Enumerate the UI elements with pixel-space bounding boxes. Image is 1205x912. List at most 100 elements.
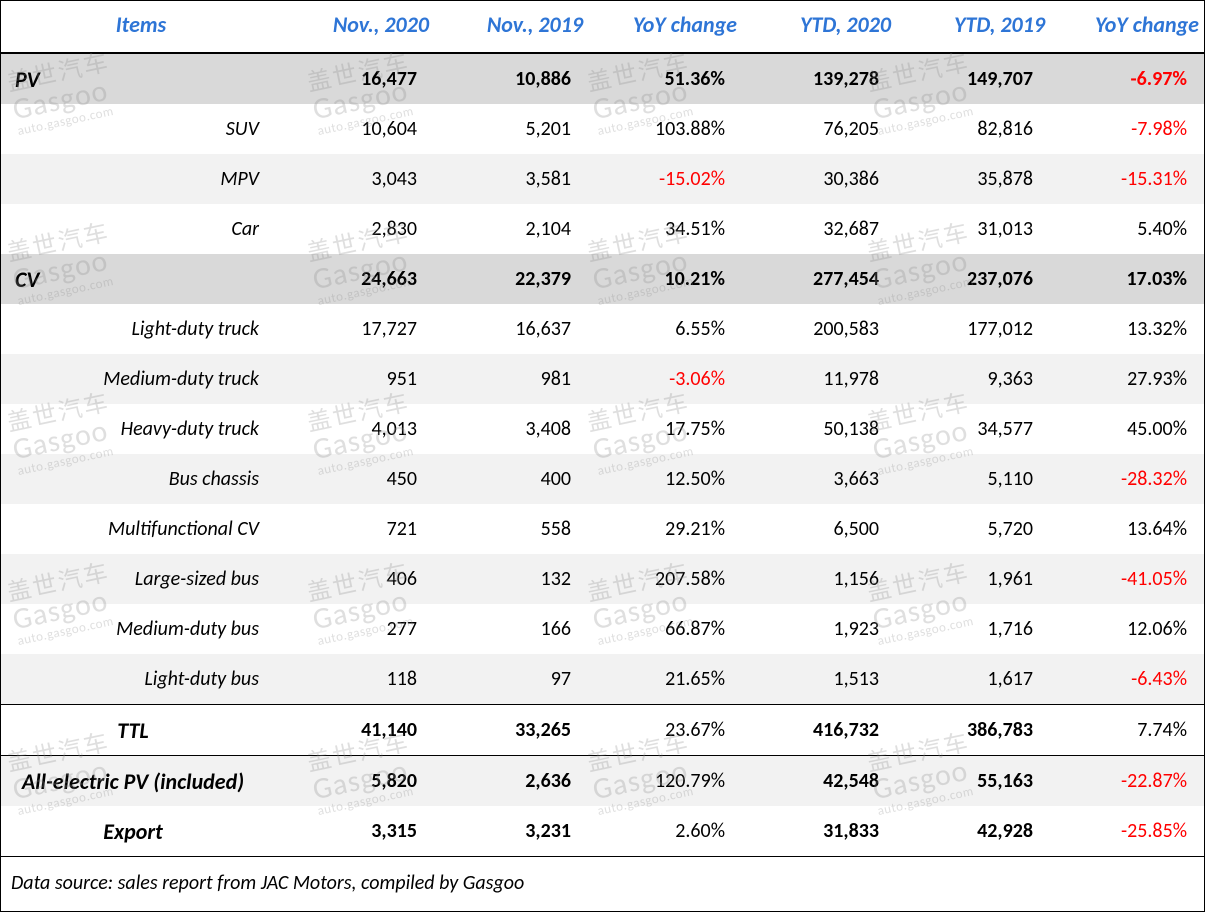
cell-yoy1: 12.50% — [589, 454, 743, 504]
cell-nov2020: 3,315 — [281, 806, 435, 856]
cell-ytd2020: 6,500 — [743, 504, 897, 554]
cell-yoy2: 27.93% — [1051, 354, 1205, 404]
cell-nov2020: 450 — [281, 454, 435, 504]
cell-yoy1: -15.02% — [589, 154, 743, 204]
cell-ytd2019: 55,163 — [897, 756, 1051, 807]
cell-ytd2020: 32,687 — [743, 204, 897, 254]
row-label: Medium-duty truck — [1, 354, 281, 404]
cell-ytd2019: 5,720 — [897, 504, 1051, 554]
col-yoy-ytd: YoY change — [1051, 1, 1205, 53]
col-nov-2019: Nov., 2019 — [435, 1, 589, 53]
table-body: PV16,47710,88651.36%139,278149,707-6.97%… — [1, 53, 1205, 856]
table-row: MPV3,0433,581-15.02%30,38635,878-15.31% — [1, 154, 1205, 204]
cell-yoy2: -15.31% — [1051, 154, 1205, 204]
sales-table-container: 盖世汽车Gasgooauto.gasgoo.com盖世汽车Gasgooauto.… — [0, 0, 1205, 912]
cell-ytd2020: 76,205 — [743, 104, 897, 154]
cell-nov2019: 16,637 — [435, 304, 589, 354]
cell-nov2019: 166 — [435, 604, 589, 654]
row-label: Large-sized bus — [1, 554, 281, 604]
row-label: CV — [1, 254, 281, 304]
cell-yoy2: -22.87% — [1051, 756, 1205, 807]
row-label: All-electric PV (included) — [1, 756, 281, 807]
table-row: CV24,66322,37910.21%277,454237,07617.03% — [1, 254, 1205, 304]
cell-nov2020: 4,013 — [281, 404, 435, 454]
cell-nov2020: 10,604 — [281, 104, 435, 154]
cell-yoy2: -25.85% — [1051, 806, 1205, 856]
col-nov-2020: Nov., 2020 — [281, 1, 435, 53]
table-row: PV16,47710,88651.36%139,278149,707-6.97% — [1, 53, 1205, 104]
cell-nov2020: 16,477 — [281, 53, 435, 104]
row-label: MPV — [1, 154, 281, 204]
table-row: Light-duty truck17,72716,6376.55%200,583… — [1, 304, 1205, 354]
cell-yoy1: 34.51% — [589, 204, 743, 254]
cell-yoy2: 5.40% — [1051, 204, 1205, 254]
cell-nov2019: 558 — [435, 504, 589, 554]
cell-ytd2019: 34,577 — [897, 404, 1051, 454]
cell-yoy1: 103.88% — [589, 104, 743, 154]
cell-yoy2: -41.05% — [1051, 554, 1205, 604]
cell-ytd2019: 1,961 — [897, 554, 1051, 604]
cell-nov2020: 3,043 — [281, 154, 435, 204]
cell-yoy1: 21.65% — [589, 654, 743, 705]
table-row: All-electric PV (included)5,8202,636120.… — [1, 756, 1205, 807]
cell-ytd2020: 11,978 — [743, 354, 897, 404]
cell-nov2019: 3,581 — [435, 154, 589, 204]
cell-nov2020: 17,727 — [281, 304, 435, 354]
cell-yoy1: 51.36% — [589, 53, 743, 104]
row-label: Medium-duty bus — [1, 604, 281, 654]
cell-yoy1: 2.60% — [589, 806, 743, 856]
cell-ytd2019: 31,013 — [897, 204, 1051, 254]
col-ytd-2020: YTD, 2020 — [743, 1, 897, 53]
cell-yoy1: 10.21% — [589, 254, 743, 304]
cell-nov2019: 2,636 — [435, 756, 589, 807]
cell-ytd2019: 5,110 — [897, 454, 1051, 504]
header-row: Items Nov., 2020 Nov., 2019 YoY change Y… — [1, 1, 1205, 53]
row-label: Light-duty bus — [1, 654, 281, 705]
cell-nov2019: 10,886 — [435, 53, 589, 104]
cell-ytd2020: 42,548 — [743, 756, 897, 807]
cell-nov2019: 33,265 — [435, 705, 589, 756]
cell-nov2020: 2,830 — [281, 204, 435, 254]
cell-yoy2: 13.64% — [1051, 504, 1205, 554]
cell-yoy1: 17.75% — [589, 404, 743, 454]
cell-yoy1: 120.79% — [589, 756, 743, 807]
cell-ytd2019: 177,012 — [897, 304, 1051, 354]
cell-ytd2019: 35,878 — [897, 154, 1051, 204]
cell-nov2019: 97 — [435, 654, 589, 705]
cell-nov2019: 5,201 — [435, 104, 589, 154]
cell-ytd2019: 1,716 — [897, 604, 1051, 654]
cell-yoy2: 17.03% — [1051, 254, 1205, 304]
cell-ytd2020: 139,278 — [743, 53, 897, 104]
row-label: PV — [1, 53, 281, 104]
cell-ytd2020: 1,513 — [743, 654, 897, 705]
row-label: Bus chassis — [1, 454, 281, 504]
cell-ytd2020: 31,833 — [743, 806, 897, 856]
cell-nov2020: 5,820 — [281, 756, 435, 807]
cell-yoy1: 207.58% — [589, 554, 743, 604]
cell-yoy2: 12.06% — [1051, 604, 1205, 654]
cell-ytd2019: 9,363 — [897, 354, 1051, 404]
cell-yoy1: 23.67% — [589, 705, 743, 756]
table-row: Large-sized bus406132207.58%1,1561,961-4… — [1, 554, 1205, 604]
cell-ytd2019: 1,617 — [897, 654, 1051, 705]
cell-ytd2019: 149,707 — [897, 53, 1051, 104]
data-source-footer: Data source: sales report from JAC Motor… — [1, 856, 1204, 911]
cell-yoy2: -28.32% — [1051, 454, 1205, 504]
row-label: Heavy-duty truck — [1, 404, 281, 454]
cell-nov2019: 400 — [435, 454, 589, 504]
cell-ytd2020: 277,454 — [743, 254, 897, 304]
col-yoy-month: YoY change — [589, 1, 743, 53]
col-items: Items — [1, 1, 281, 53]
cell-ytd2020: 1,156 — [743, 554, 897, 604]
table-row: Bus chassis45040012.50%3,6635,110-28.32% — [1, 454, 1205, 504]
cell-nov2020: 721 — [281, 504, 435, 554]
cell-ytd2019: 386,783 — [897, 705, 1051, 756]
cell-nov2019: 3,408 — [435, 404, 589, 454]
cell-ytd2020: 1,923 — [743, 604, 897, 654]
table-row: Medium-duty truck951981-3.06%11,9789,363… — [1, 354, 1205, 404]
cell-yoy2: 45.00% — [1051, 404, 1205, 454]
row-label: Export — [1, 806, 281, 856]
cell-ytd2020: 416,732 — [743, 705, 897, 756]
cell-nov2019: 2,104 — [435, 204, 589, 254]
cell-yoy1: -3.06% — [589, 354, 743, 404]
